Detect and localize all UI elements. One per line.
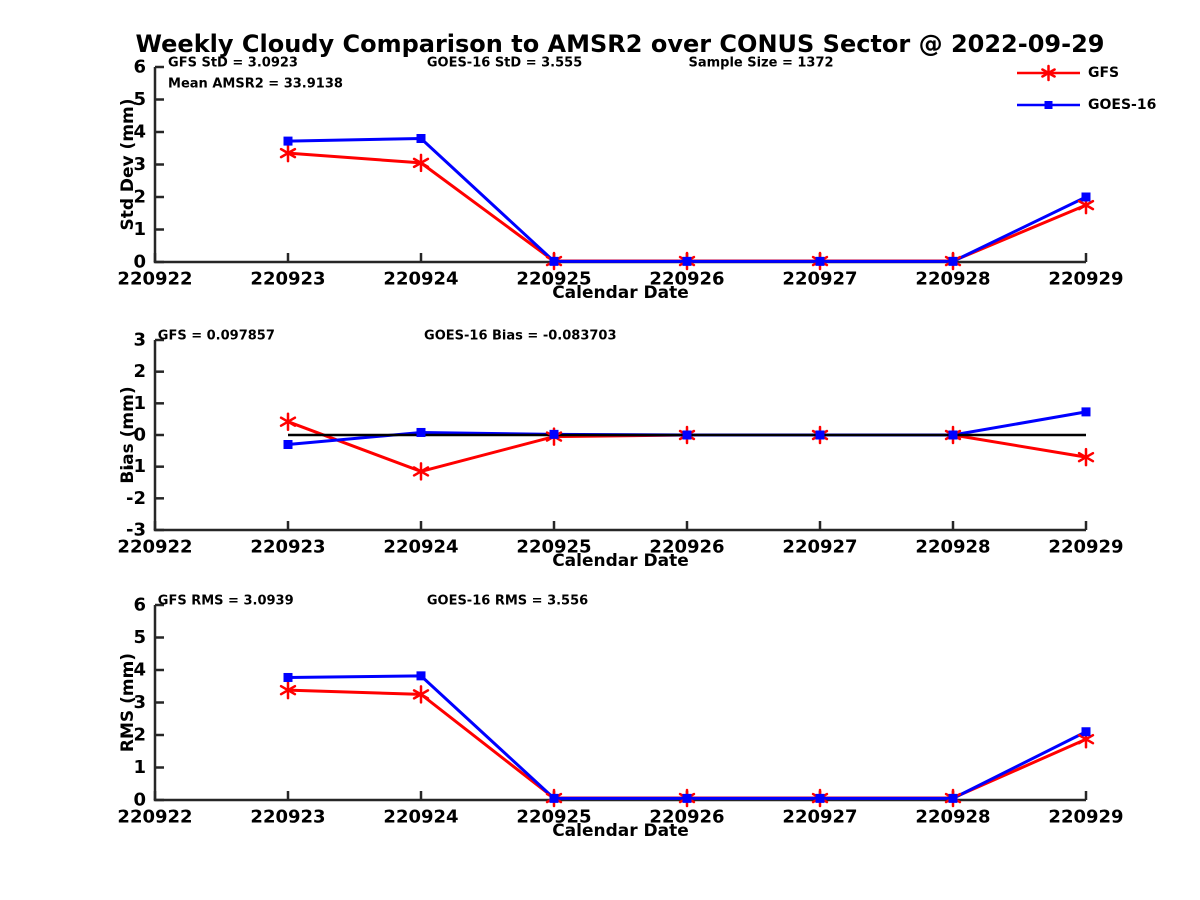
y-tick-label: 4: [133, 660, 146, 681]
y-tick-label: 4: [133, 122, 146, 143]
data-point-marker-goes-16: [549, 256, 559, 266]
x-tick-label: 220922: [117, 807, 192, 828]
y-tick-label: -2: [126, 488, 146, 509]
chart-annotation: GOES-16 RMS = 3.556: [427, 594, 588, 609]
y-axis-title: Bias (mm): [118, 386, 138, 483]
data-point-marker-goes-16: [283, 672, 293, 682]
data-point-marker-goes-16: [416, 134, 426, 143]
data-point-marker-gfs: [1077, 199, 1095, 211]
data-point-marker-goes-16: [682, 793, 692, 803]
data-point-marker-goes-16: [283, 440, 293, 449]
data-point-marker-goes-16: [948, 430, 958, 440]
data-point-marker-goes-16: [948, 793, 958, 803]
x-tick-label: 220927: [782, 807, 857, 828]
y-tick-label: 1: [133, 219, 146, 240]
x-tick-label: 220923: [250, 807, 325, 828]
y-tick-label: 5: [133, 627, 146, 648]
x-tick-label: 220922: [117, 269, 192, 290]
data-point-marker-gfs: [1077, 451, 1095, 463]
data-point-marker-goes-16: [815, 430, 825, 440]
y-tick-label: 0: [133, 252, 146, 273]
x-axis-title: Calendar Date: [552, 551, 689, 571]
y-tick-label: 2: [133, 187, 146, 208]
chart-annotation: Mean AMSR2 = 33.9138: [168, 77, 343, 92]
data-point-marker-goes-16: [549, 793, 559, 803]
x-tick-label: 220929: [1048, 269, 1123, 290]
data-point-marker-goes-16: [1081, 727, 1091, 737]
y-tick-label: -1: [126, 456, 146, 477]
series-line-goes-16: [287, 136, 1087, 263]
y-tick-label: 0: [133, 425, 146, 446]
data-point-marker-gfs: [279, 684, 297, 696]
legend-marker-asterisk-icon: [1041, 68, 1056, 78]
legend-marker-square-icon: [1044, 101, 1053, 109]
y-tick-label: 1: [133, 757, 146, 778]
chart-annotation: GOES-16 StD = 3.555: [427, 56, 582, 71]
y-tick-label: 2: [133, 361, 146, 382]
y-tick-label: 2: [133, 725, 146, 746]
chart-annotation: GFS = 0.097857: [158, 329, 275, 344]
x-tick-label: 220925: [516, 537, 591, 558]
data-point-marker-goes-16: [682, 430, 692, 440]
x-tick-label: 220928: [915, 537, 990, 558]
x-tick-label: 220922: [117, 537, 192, 558]
data-point-marker-goes-16: [682, 256, 692, 266]
x-tick-label: 220924: [383, 537, 458, 558]
data-point-marker-goes-16: [416, 671, 426, 681]
chart-annotation: GFS StD = 3.0923: [168, 56, 298, 71]
x-tick-label: 220926: [649, 269, 724, 290]
series-line-gfs: [287, 151, 1087, 263]
y-axis-title: Std Dev (mm): [118, 98, 138, 230]
legend-label: GFS: [1088, 65, 1119, 81]
x-tick-label: 220923: [250, 537, 325, 558]
y-tick-label: 3: [133, 330, 146, 351]
x-tick-label: 220929: [1048, 537, 1123, 558]
chart-annotation: Sample Size = 1372: [688, 56, 833, 71]
y-axis-title: RMS (mm): [118, 653, 138, 752]
y-tick-label: 6: [133, 595, 146, 616]
data-point-marker-gfs: [279, 416, 297, 427]
x-tick-label: 220923: [250, 269, 325, 290]
data-point-marker-gfs: [279, 147, 297, 159]
data-point-marker-goes-16: [815, 256, 825, 266]
x-tick-label: 220927: [782, 269, 857, 290]
y-tick-label: 0: [133, 790, 146, 811]
series-line-gfs: [287, 688, 1087, 800]
x-tick-label: 220926: [649, 807, 724, 828]
data-point-marker-gfs: [412, 689, 430, 700]
x-tick-label: 220924: [383, 269, 458, 290]
y-tick-label: 3: [133, 154, 146, 175]
x-tick-label: 220925: [516, 807, 591, 828]
data-point-marker-goes-16: [1081, 192, 1091, 202]
y-tick-label: 3: [133, 692, 146, 713]
data-point-marker-goes-16: [283, 136, 293, 146]
x-tick-label: 220927: [782, 537, 857, 558]
data-point-marker-gfs: [412, 157, 430, 169]
data-point-marker-gfs: [1077, 733, 1095, 745]
data-point-marker-goes-16: [815, 793, 825, 803]
data-point-marker-gfs: [412, 466, 430, 477]
data-point-marker-goes-16: [416, 427, 426, 437]
data-point-marker-goes-16: [549, 429, 559, 439]
legend-label: GOES-16: [1088, 97, 1156, 113]
data-point-marker-goes-16: [948, 256, 958, 266]
x-axis-title: Calendar Date: [552, 283, 689, 303]
x-axis-title: Calendar Date: [552, 821, 689, 841]
x-tick-label: 220924: [383, 807, 458, 828]
y-tick-label: 1: [133, 393, 146, 414]
chart-annotation: GFS RMS = 3.0939: [158, 594, 294, 609]
x-tick-label: 220925: [516, 269, 591, 290]
x-tick-label: 220928: [915, 269, 990, 290]
x-tick-label: 220928: [915, 807, 990, 828]
data-point-marker-goes-16: [1081, 407, 1091, 417]
page-title: Weekly Cloudy Comparison to AMSR2 over C…: [135, 30, 1105, 58]
y-tick-label: 5: [133, 89, 146, 110]
x-tick-label: 220929: [1048, 807, 1123, 828]
y-tick-label: -3: [126, 520, 146, 541]
y-tick-label: 6: [133, 57, 146, 78]
x-tick-label: 220926: [649, 537, 724, 558]
chart-annotation: GOES-16 Bias = -0.083703: [424, 329, 616, 344]
